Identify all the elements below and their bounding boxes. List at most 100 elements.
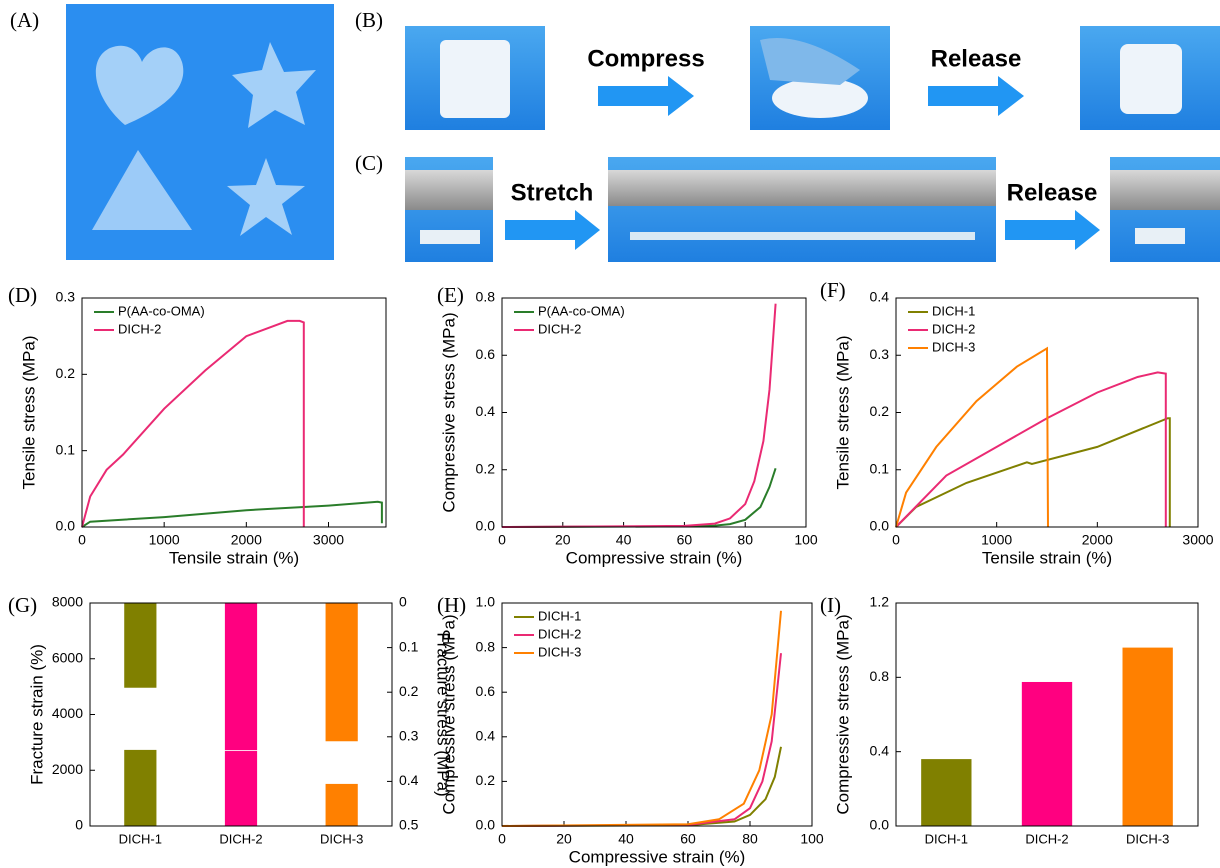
- y-tick-label: 0.8: [870, 668, 890, 684]
- y-tick-label: 0.1: [56, 441, 76, 457]
- bar: [124, 603, 156, 688]
- legend-label: DICH-2: [538, 626, 581, 641]
- x-tick-label: 1000: [981, 532, 1012, 548]
- data-line: [896, 348, 1048, 527]
- y-tick-label: 4000: [52, 705, 83, 721]
- bar: [225, 603, 257, 750]
- x-tick-label: DICH-3: [1126, 831, 1169, 846]
- arrow: [1005, 210, 1100, 250]
- panel-label: (D): [8, 283, 37, 307]
- bar: [326, 603, 358, 741]
- legend-label: DICH-1: [932, 303, 975, 318]
- bar: [225, 751, 257, 826]
- x-tick-label: DICH-1: [119, 831, 162, 846]
- arrow: [505, 210, 600, 250]
- panel-label: (F): [820, 278, 846, 302]
- caption: Stretch: [511, 179, 594, 206]
- y2-tick-label: 0.3: [399, 728, 419, 744]
- x-tick-label: 80: [742, 831, 758, 847]
- x-tick-label: 20: [556, 831, 572, 847]
- y-tick-label: 0.8: [476, 638, 496, 654]
- y-tick-label: 0.2: [476, 460, 496, 476]
- x-tick-label: DICH-2: [1025, 831, 1068, 846]
- data-line: [896, 372, 1166, 527]
- x-tick-label: 80: [737, 532, 753, 548]
- photo: [405, 26, 1220, 130]
- y2-tick-label: 0.5: [399, 817, 419, 833]
- y-tick-label: 0.4: [476, 403, 496, 419]
- y-tick-label: 0.0: [476, 817, 496, 833]
- caption: Release: [1007, 179, 1098, 206]
- y-tick-label: 0.8: [476, 289, 496, 305]
- y-tick-label: 0.6: [476, 683, 496, 699]
- y-tick-label: 6000: [52, 649, 83, 665]
- figure: (A) (B) Compress Release (C) Stretch Rel…: [0, 0, 1220, 868]
- y-tick-label: 0.0: [870, 817, 890, 833]
- caption: Release: [931, 45, 1022, 72]
- y-tick-label: 0.3: [870, 346, 890, 362]
- y-tick-label: 0.4: [476, 728, 496, 744]
- x-tick-label: DICH-1: [925, 831, 968, 846]
- data-line: [502, 304, 776, 527]
- bar: [1123, 648, 1173, 826]
- x-axis-title: Tensile strain (%): [169, 548, 299, 567]
- y-tick-label: 0: [75, 817, 83, 833]
- data-line: [502, 611, 781, 826]
- y-axis-title: Tensile stress (MPa): [833, 336, 852, 490]
- panel-label: (E): [437, 283, 464, 307]
- arrow: [598, 76, 694, 116]
- y-tick-label: 0.0: [476, 518, 496, 534]
- x-tick-label: 2000: [1082, 532, 1113, 548]
- x-tick-label: 60: [677, 532, 693, 548]
- bar: [326, 784, 358, 826]
- y-axis-title: Compressive stress (MPa): [833, 614, 852, 814]
- y-axis-title: Fracture strain (%): [27, 644, 46, 785]
- y-tick-label: 0.3: [56, 289, 76, 305]
- x-tick-label: 0: [498, 532, 506, 548]
- x-tick-label: 60: [680, 831, 696, 847]
- y-tick-label: 0.4: [870, 289, 890, 305]
- x-axis-title: Tensile strain (%): [982, 548, 1112, 567]
- panel-label: (A): [10, 8, 39, 32]
- y-axis-title: Tensile stress (MPa): [19, 336, 38, 490]
- data-line: [502, 468, 776, 527]
- panel-label: (B): [355, 8, 383, 32]
- x-tick-label: 3000: [313, 532, 344, 548]
- y-tick-label: 0.0: [56, 518, 76, 534]
- x-tick-label: 3000: [1182, 532, 1213, 548]
- legend-label: DICH-2: [538, 321, 581, 336]
- x-tick-label: 1000: [149, 532, 180, 548]
- legend-label: P(AA-co-OMA): [118, 303, 205, 318]
- bar: [1022, 682, 1072, 826]
- legend-label: DICH-3: [538, 644, 581, 659]
- y-tick-label: 0.2: [476, 772, 496, 788]
- x-tick-label: DICH-2: [219, 831, 262, 846]
- x-tick-label: 20: [555, 532, 571, 548]
- photo-shapes: [66, 4, 334, 260]
- y2-tick-label: 0.2: [399, 683, 419, 699]
- bar: [124, 750, 156, 826]
- legend-label: DICH-2: [932, 321, 975, 336]
- x-tick-label: 40: [618, 831, 634, 847]
- y-tick-label: 1.2: [870, 594, 890, 610]
- x-tick-label: 100: [794, 532, 818, 548]
- x-tick-label: 40: [616, 532, 632, 548]
- data-line: [896, 418, 1170, 527]
- y2-tick-label: 0.1: [399, 638, 419, 654]
- y-tick-label: 0.0: [870, 518, 890, 534]
- x-tick-label: 0: [498, 831, 506, 847]
- y-tick-label: 0.4: [870, 742, 890, 758]
- x-tick-label: 100: [800, 831, 824, 847]
- legend-label: DICH-3: [932, 339, 975, 354]
- x-tick-label: 0: [78, 532, 86, 548]
- y-tick-label: 0.1: [870, 460, 890, 476]
- data-line: [502, 747, 781, 826]
- x-tick-label: 0: [892, 532, 900, 548]
- data-line: [502, 653, 781, 826]
- panel-label: (C): [355, 151, 383, 175]
- x-tick-label: 2000: [231, 532, 262, 548]
- y-axis-title: Compressive stress (MPa): [439, 312, 458, 512]
- y-tick-label: 0.6: [476, 346, 496, 362]
- data-line: [82, 321, 304, 527]
- panel-label: (I): [820, 593, 841, 617]
